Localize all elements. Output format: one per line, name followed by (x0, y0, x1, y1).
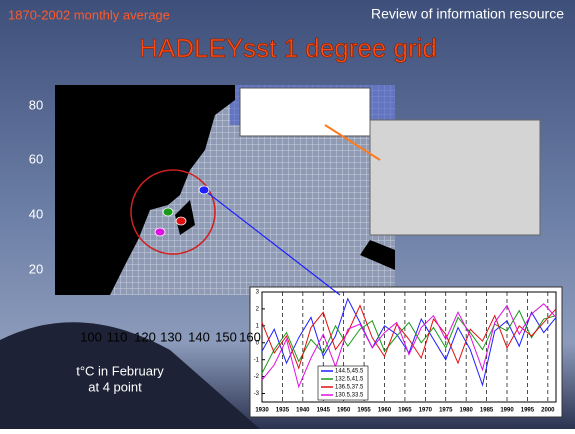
x-tick-label: 1960 (378, 408, 392, 414)
x-tick-label: 1945 (317, 408, 331, 414)
x-tick-label: 1965 (398, 408, 412, 414)
line (261, 303, 557, 389)
x-tick-label: 1980 (459, 408, 473, 414)
x-tick-label: 1970 (419, 408, 433, 414)
y-tick-label: 2 (256, 307, 260, 313)
y-tick-label: 3 (256, 290, 260, 296)
line (261, 309, 557, 374)
map-x-label: 140 (188, 329, 210, 344)
x-tick-label: 1975 (439, 408, 453, 414)
map-x-label: 150 (215, 329, 237, 344)
map-x-label: 100 (80, 329, 102, 344)
line (261, 297, 557, 387)
connector (203, 189, 341, 296)
land-america (360, 240, 395, 270)
map-y-label: 80 (29, 97, 43, 112)
legend-label: 136.5,37.5 (335, 385, 364, 391)
pointer (324, 124, 381, 161)
map-point (154, 227, 166, 237)
x-tick-label: 1995 (521, 408, 535, 414)
map-x-label: 130 (160, 329, 182, 344)
map-x-label: 120 (134, 329, 156, 344)
legend-label: 132.5,41.5 (335, 377, 364, 383)
y-tick-label: 0 (256, 340, 260, 346)
x-tick-label: 1985 (480, 408, 494, 414)
table-window (369, 119, 541, 236)
subtitle: 1870-2002 monthly average (8, 7, 170, 22)
map (55, 85, 541, 295)
x-tick-label: 1940 (296, 408, 310, 414)
map-y-label: 60 (29, 151, 43, 166)
legend-label: 144.5,45.5 (335, 369, 364, 375)
map-x-label: 110 (107, 329, 128, 344)
caption: t°C in February (76, 363, 164, 378)
map-point (175, 216, 187, 226)
map-point (198, 185, 210, 195)
x-tick-label: 1955 (357, 408, 371, 414)
y-tick-label: -3 (254, 391, 260, 397)
x-tick-label: 1935 (276, 408, 290, 414)
plot-area (261, 291, 557, 403)
x-tick-label: 2000 (541, 408, 555, 414)
x-tick-label: 1950 (337, 408, 351, 414)
y-tick-label: -1 (254, 357, 260, 363)
highlight-circle (130, 169, 216, 255)
caption: at 4 point (88, 379, 142, 394)
section: Review of information resource (371, 6, 564, 22)
y-tick-label: -2 (254, 374, 260, 380)
land-japan (175, 200, 195, 235)
map-point (162, 207, 174, 217)
line (261, 304, 557, 370)
map-y-label: 40 (29, 206, 43, 221)
dialog (239, 87, 371, 137)
x-tick-label: 1990 (500, 408, 514, 414)
title: HADLEYsst 1 degree grid (139, 33, 437, 63)
legend-label: 130.5,33.5 (335, 393, 364, 399)
map-y-label: 20 (29, 261, 43, 276)
x-tick-label: 1930 (255, 408, 269, 414)
chart-panel (249, 286, 563, 418)
hill (0, 322, 260, 429)
y-tick-label: 1 (256, 323, 260, 329)
map-x-label: 160 (239, 329, 261, 344)
land-asia (55, 85, 235, 295)
